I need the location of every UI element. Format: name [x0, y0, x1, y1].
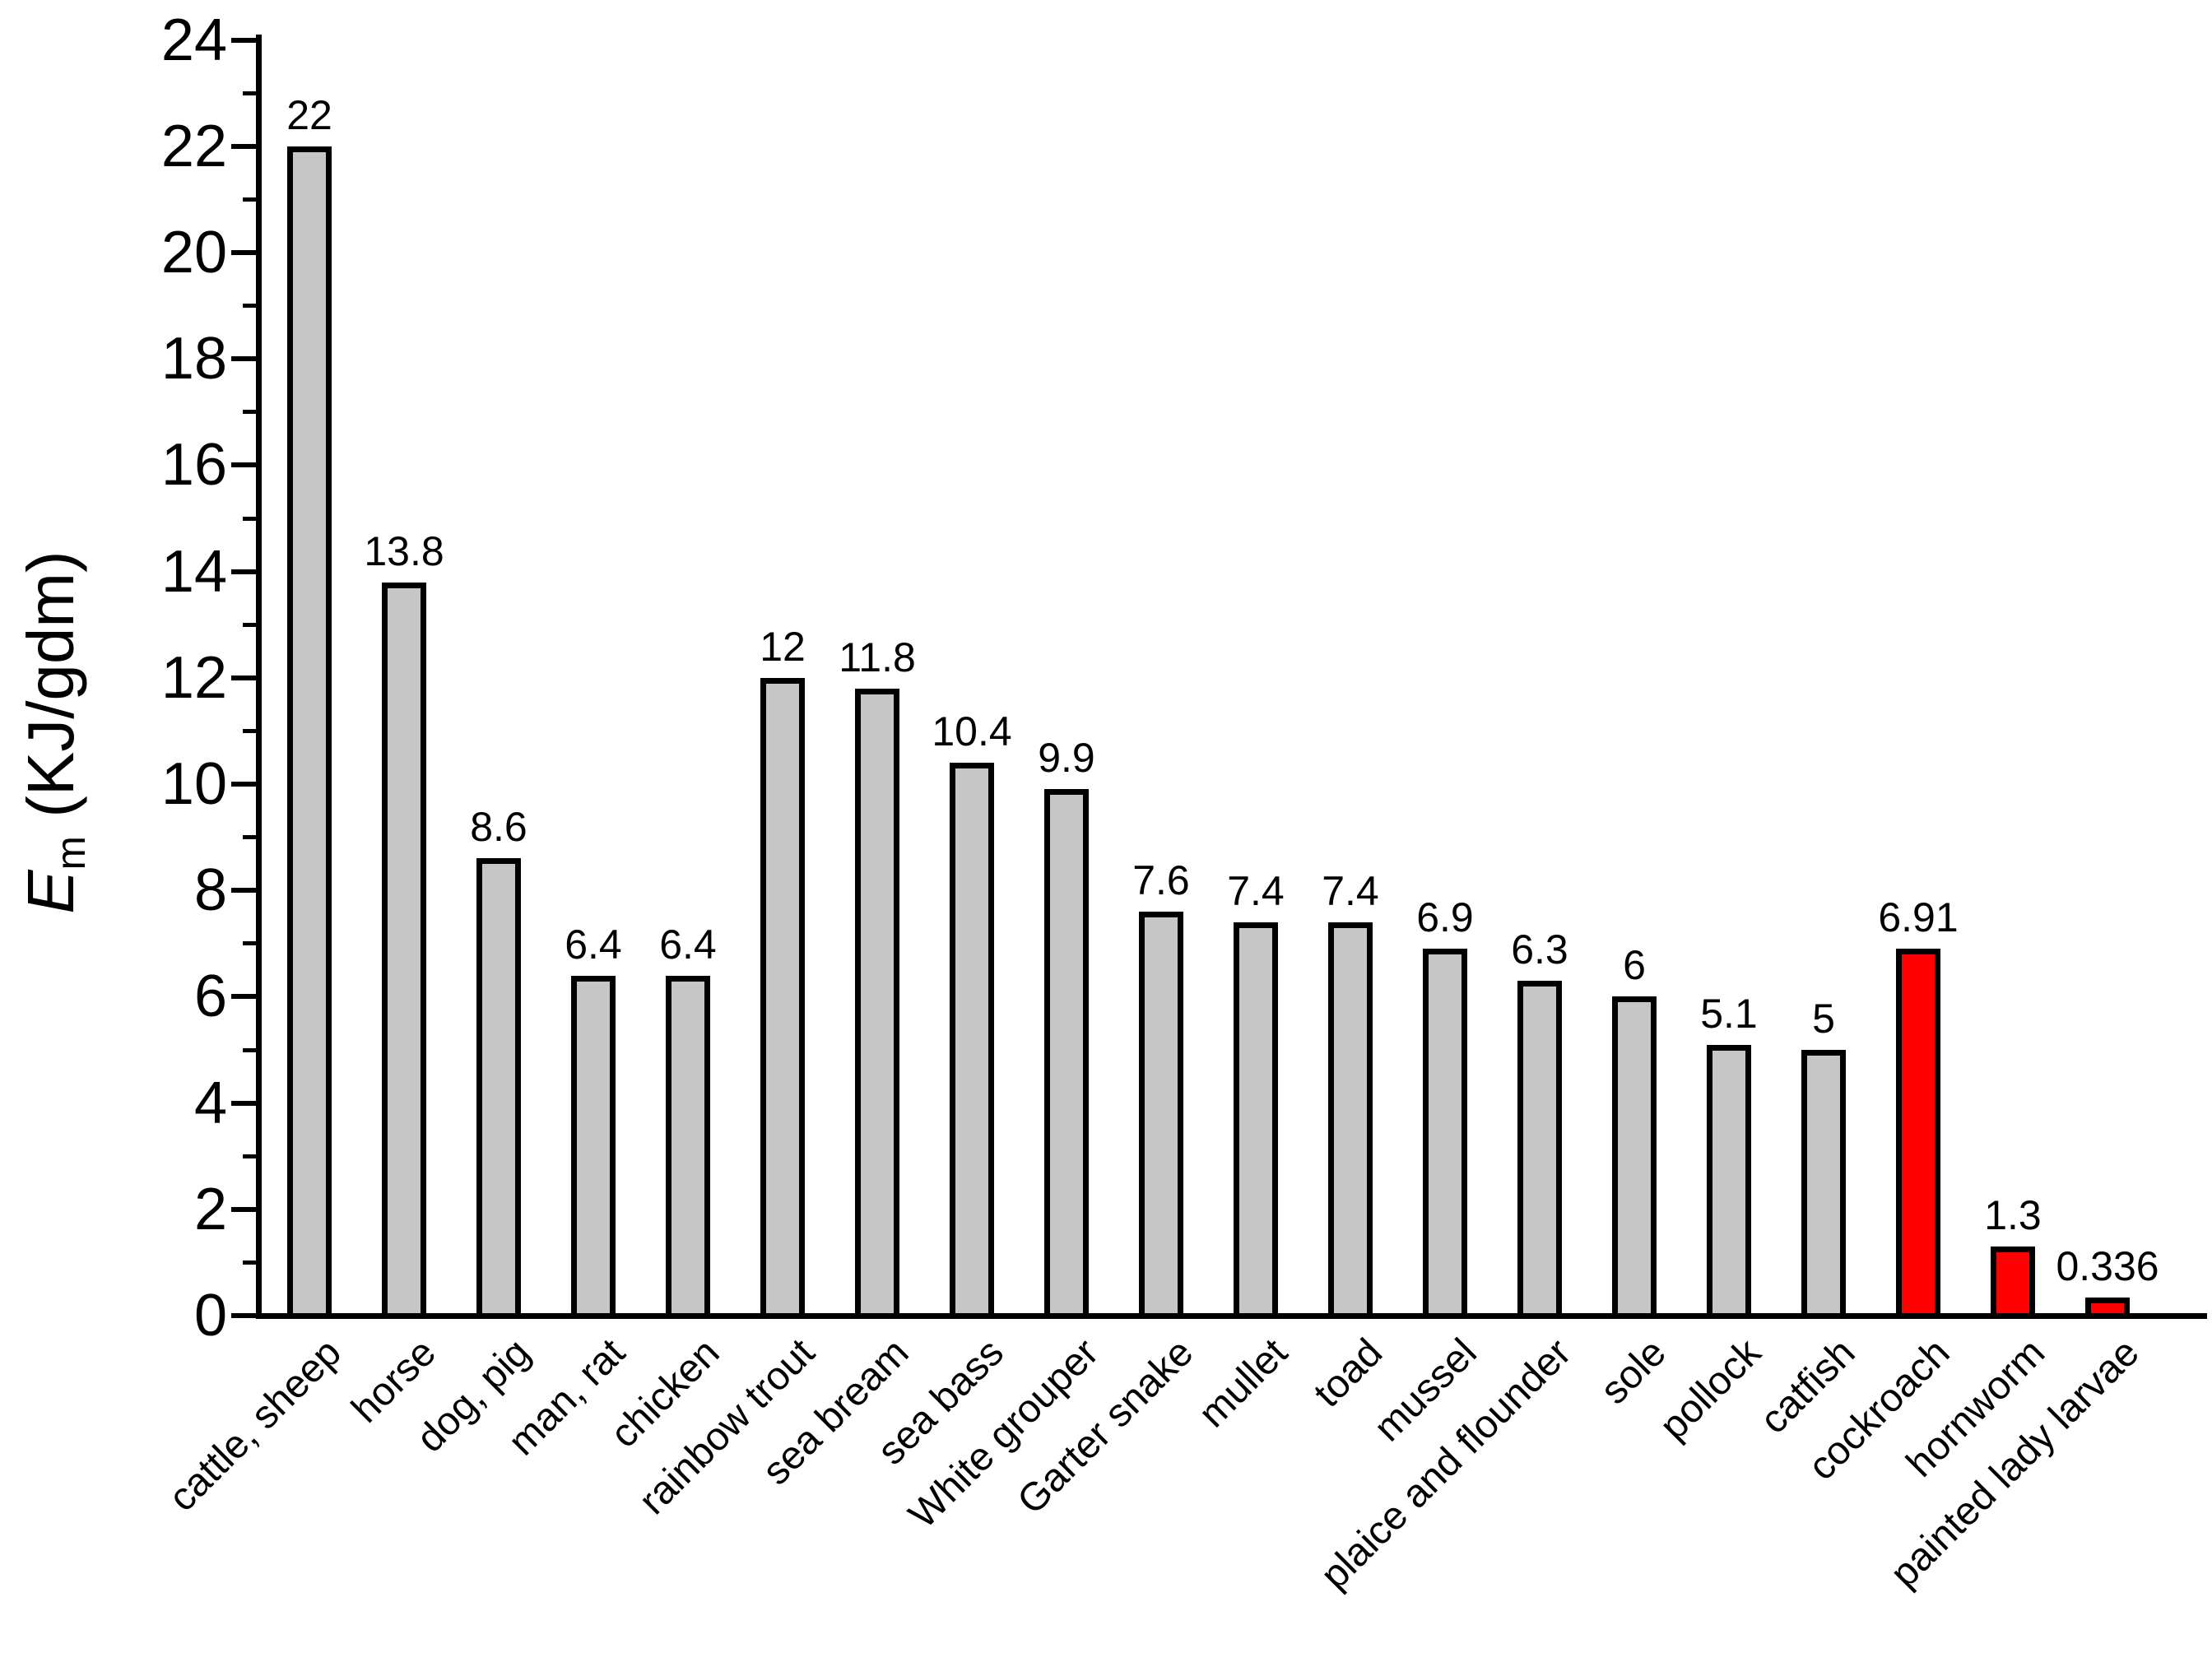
- y-tick-label: 22: [160, 114, 227, 179]
- bar-value-label: 13.8: [364, 528, 444, 574]
- bar-rainbow-trout: [760, 678, 805, 1313]
- y-major-tick: [231, 888, 256, 893]
- y-tick-label: 8: [193, 857, 227, 923]
- y-minor-tick: [243, 1048, 256, 1052]
- y-major-tick: [231, 782, 256, 787]
- x-axis-line: [256, 1313, 2207, 1319]
- bar-white-grouper: [1044, 789, 1089, 1313]
- y-tick-label: 10: [160, 751, 227, 817]
- bar-value-label: 12: [760, 624, 806, 670]
- y-minor-tick: [243, 517, 256, 521]
- y-tick-label: 24: [160, 7, 227, 73]
- y-major-tick: [231, 994, 256, 999]
- y-tick-label: 14: [160, 539, 227, 605]
- y-tick-label: 4: [193, 1070, 227, 1136]
- bar-value-label: 22: [286, 92, 332, 138]
- bar-horse: [382, 583, 426, 1313]
- bar-value-label: 6.91: [1878, 894, 1959, 940]
- bar-value-label: 7.4: [1227, 868, 1285, 914]
- bar-plaice-and-flounder: [1517, 981, 1562, 1313]
- y-axis-line: [256, 35, 262, 1319]
- y-minor-tick: [243, 197, 256, 202]
- y-tick-label: 18: [160, 326, 227, 392]
- x-category-label: mullet: [1190, 1330, 1296, 1437]
- y-minor-tick: [243, 941, 256, 945]
- y-minor-tick: [243, 410, 256, 414]
- bar-mullet: [1234, 922, 1278, 1313]
- y-major-tick: [231, 1207, 256, 1212]
- y-minor-tick: [243, 729, 256, 733]
- y-minor-tick: [243, 623, 256, 627]
- y-major-tick: [231, 38, 256, 43]
- y-major-tick: [231, 144, 256, 149]
- y-tick-label: 0: [193, 1283, 227, 1349]
- bar-value-label: 9.9: [1038, 735, 1095, 781]
- bar-garter-snake: [1139, 912, 1183, 1313]
- y-minor-tick: [243, 835, 256, 839]
- x-category-label: cattle, sheep: [160, 1330, 350, 1520]
- bar-hornworm: [1991, 1247, 2035, 1313]
- bar-sea-bream: [855, 689, 899, 1313]
- bar-catfish: [1801, 1050, 1846, 1313]
- x-category-label: toad: [1305, 1330, 1391, 1416]
- x-category-label: pollock: [1651, 1330, 1769, 1449]
- bar-cockroach: [1896, 949, 1940, 1313]
- bar-toad: [1328, 922, 1373, 1313]
- bar-value-label: 6.4: [565, 922, 622, 968]
- bar-value-label: 6.4: [659, 922, 717, 968]
- y-minor-tick: [243, 1154, 256, 1158]
- y-minor-tick: [243, 304, 256, 308]
- y-tick-label: 12: [160, 645, 227, 711]
- bar-cattle-sheep: [287, 146, 332, 1313]
- bar-value-label: 0.336: [2056, 1243, 2159, 1289]
- bar-value-label: 5: [1812, 996, 1835, 1042]
- y-major-tick: [231, 462, 256, 467]
- bar-value-label: 8.6: [470, 804, 527, 850]
- bar-mussel: [1423, 949, 1467, 1313]
- y-tick-label: 20: [160, 220, 227, 286]
- bar-value-label: 10.4: [932, 708, 1012, 754]
- bar-value-label: 5.1: [1700, 991, 1758, 1037]
- bar-value-label: 7.6: [1132, 857, 1190, 903]
- y-minor-tick: [243, 1260, 256, 1265]
- y-major-tick: [231, 1101, 256, 1106]
- y-major-tick: [231, 676, 256, 680]
- y-major-tick: [231, 1313, 256, 1318]
- bar-sea-bass: [950, 763, 994, 1313]
- y-tick-label: 16: [160, 432, 227, 498]
- bar-value-label: 7.4: [1322, 868, 1379, 914]
- bar-value-label: 6.3: [1511, 926, 1568, 973]
- y-major-tick: [231, 569, 256, 574]
- y-major-tick: [231, 250, 256, 255]
- bar-value-label: 11.8: [839, 634, 916, 680]
- bar-value-label: 6.9: [1416, 894, 1474, 940]
- bar-dog-pig: [476, 858, 521, 1313]
- bar-chicken: [666, 976, 710, 1313]
- bar-man-rat: [571, 976, 616, 1313]
- bar-sole: [1612, 996, 1657, 1313]
- y-minor-tick: [243, 91, 256, 95]
- y-tick-label: 6: [193, 963, 227, 1029]
- bar-painted-lady-larvae: [2085, 1298, 2130, 1313]
- bar-pollock: [1707, 1045, 1751, 1313]
- y-tick-label: 2: [193, 1177, 227, 1242]
- y-major-tick: [231, 356, 256, 361]
- bar-value-label: 6: [1623, 942, 1646, 988]
- bar-value-label: 1.3: [1984, 1192, 2042, 1238]
- x-category-label: sole: [1592, 1330, 1675, 1414]
